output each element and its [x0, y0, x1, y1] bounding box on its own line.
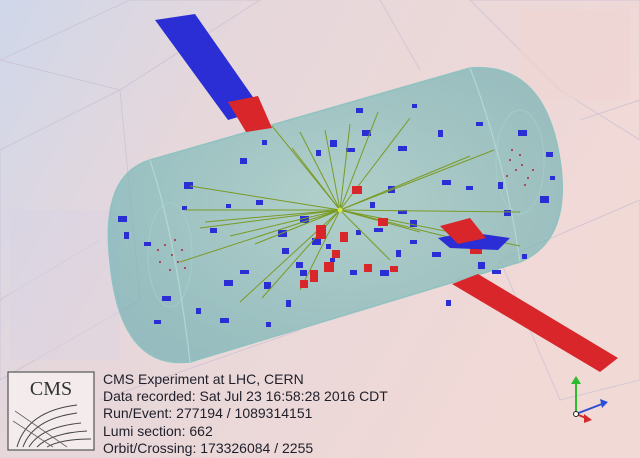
orbit-crossing: Orbit/Crossing: 173326084 / 2255: [103, 439, 314, 456]
track: [299, 131, 341, 211]
hcal-hit: [300, 270, 307, 276]
hcal-hit: [118, 216, 127, 222]
track: [299, 209, 341, 291]
hcal-hit: [266, 322, 271, 327]
hcal-hit: [264, 282, 271, 289]
hcal-hit: [546, 152, 553, 157]
hcal-hit: [256, 200, 263, 205]
hcal-hit: [330, 140, 337, 147]
hcal-hit: [432, 252, 441, 257]
hcal-hit: [476, 122, 483, 126]
svg-text:CMS: CMS: [30, 378, 72, 400]
hcal-hit: [374, 228, 383, 232]
hcal-hit: [182, 206, 187, 210]
hcal-hit: [370, 202, 375, 208]
hcal-hit: [210, 228, 217, 233]
event-info: CMS Experiment at LHC, CERN Data recorde…: [103, 371, 388, 457]
hcal-hit: [282, 248, 289, 254]
hcal-hit: [154, 320, 161, 324]
run-event: Run/Event: 277194 / 1089314151: [103, 405, 313, 422]
track: [261, 209, 341, 299]
outer-structure: [0, 0, 640, 401]
tracks: [179, 111, 521, 303]
hcal-hit: [162, 296, 171, 301]
hcal-hit: [226, 204, 231, 208]
track: [339, 209, 391, 261]
hcal-hit: [356, 230, 361, 235]
primary-vertex: [337, 207, 343, 213]
orientation-axes-icon: [571, 376, 608, 423]
track: [204, 209, 341, 223]
hcal-hit: [412, 104, 417, 108]
hcal-hit: [518, 130, 527, 136]
track: [339, 111, 379, 211]
track: [339, 149, 495, 211]
hcal-hit: [316, 150, 321, 156]
hcal-hit: [442, 180, 451, 185]
hcal-hit: [240, 270, 249, 274]
experiment-label: CMS Experiment at LHC, CERN: [103, 371, 304, 387]
track: [254, 209, 341, 245]
hcal-hit: [438, 130, 443, 137]
hcal-hit: [356, 108, 363, 113]
hcal-hit: [240, 158, 247, 164]
muon-tower-lower: [438, 218, 618, 372]
hcal-hit: [326, 244, 331, 249]
hcal-hit: [396, 250, 401, 257]
recorded-date: Data recorded: Sat Jul 23 16:58:28 2016 …: [103, 388, 388, 405]
hcal-hit: [362, 130, 371, 136]
hcal-hit: [300, 216, 309, 223]
track: [339, 123, 351, 211]
hcal-hit: [550, 176, 555, 180]
track: [339, 209, 521, 213]
hcal-hit: [410, 240, 417, 244]
hcal-hit: [330, 258, 335, 262]
track: [189, 185, 341, 211]
hcal-hit: [410, 220, 417, 227]
hcal-hit: [466, 186, 473, 190]
hcal-hit: [184, 182, 193, 189]
hcal-hit: [380, 270, 389, 276]
hcal-hit: [196, 308, 201, 314]
track: [339, 155, 471, 211]
hcal-hit: [498, 182, 503, 189]
hcal-hit: [346, 148, 355, 152]
lumi-section: Lumi section: 662: [103, 422, 213, 439]
muon-tower-upper: [155, 14, 272, 132]
hcal-hit: [522, 254, 527, 259]
hcal-hit: [540, 196, 549, 203]
track: [229, 209, 341, 237]
hcal-hit: [262, 140, 267, 145]
hcal-hit: [124, 232, 129, 239]
cms-logo: CMS: [7, 371, 95, 451]
hcal-hit: [492, 270, 501, 274]
hcal-hit: [296, 262, 303, 268]
hcal-hit: [144, 242, 151, 246]
endcap-hits: [157, 149, 534, 271]
track: [179, 209, 341, 263]
hcal-hit: [446, 300, 451, 306]
track: [199, 209, 341, 229]
hcal-hit: [350, 270, 357, 275]
track: [339, 117, 411, 211]
hcal-hit: [398, 146, 407, 151]
hcal-hit: [398, 210, 407, 214]
hcal-hit: [286, 300, 291, 307]
hcal-hit: [504, 210, 511, 216]
hcal-hit: [220, 318, 229, 323]
hcal-hit: [478, 262, 485, 269]
hcal-hit: [312, 238, 321, 245]
hcal-hit: [224, 280, 233, 286]
track: [324, 129, 341, 211]
track: [271, 125, 341, 211]
